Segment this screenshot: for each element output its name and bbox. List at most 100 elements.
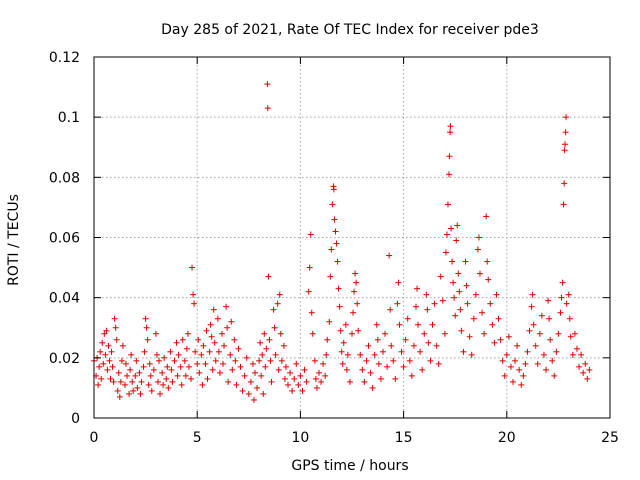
data-point <box>526 327 533 334</box>
data-point <box>563 114 570 121</box>
data-point <box>339 360 346 367</box>
data-point <box>121 381 128 388</box>
data-point <box>330 186 337 193</box>
data-point <box>448 225 455 232</box>
data-point <box>340 339 347 346</box>
data-point <box>495 315 502 322</box>
data-point <box>111 315 118 322</box>
data-point <box>441 330 448 337</box>
data-point <box>233 381 240 388</box>
data-point <box>443 231 450 238</box>
data-point <box>545 297 552 304</box>
data-point <box>555 330 562 337</box>
data-point <box>404 315 411 322</box>
data-point <box>237 363 244 370</box>
data-point <box>251 369 258 376</box>
data-point <box>189 264 196 271</box>
data-point <box>395 279 402 286</box>
data-point <box>333 240 340 247</box>
data-point <box>265 273 272 280</box>
data-point <box>264 105 271 112</box>
data-point <box>293 360 300 367</box>
data-point <box>417 348 424 355</box>
data-point <box>311 357 318 364</box>
data-point <box>276 291 283 298</box>
data-point <box>326 318 333 325</box>
data-point <box>243 354 250 361</box>
data-point <box>167 348 174 355</box>
data-point <box>337 327 344 334</box>
data-point <box>456 288 463 295</box>
data-point <box>530 321 537 328</box>
data-point <box>363 357 370 364</box>
data-point <box>264 81 271 88</box>
data-point <box>586 366 593 373</box>
y-tick-label: 0.1 <box>58 110 80 126</box>
data-point <box>543 366 550 373</box>
data-point <box>195 336 202 343</box>
data-point <box>557 309 564 316</box>
data-point <box>103 327 110 334</box>
data-point <box>174 372 181 379</box>
data-point <box>493 291 500 298</box>
data-point <box>400 363 407 370</box>
data-point <box>479 309 486 316</box>
data-point <box>522 360 529 367</box>
data-point <box>278 357 285 364</box>
data-point <box>327 273 334 280</box>
data-point <box>232 357 239 364</box>
data-point <box>367 369 374 376</box>
data-point <box>446 171 453 178</box>
data-point <box>344 351 351 358</box>
data-point <box>470 315 477 322</box>
data-point <box>214 315 221 322</box>
data-point <box>257 339 264 346</box>
data-point <box>107 375 114 382</box>
data-point <box>297 372 304 379</box>
data-point <box>453 237 460 244</box>
data-point <box>551 372 558 379</box>
data-point <box>352 270 359 277</box>
data-point <box>309 330 316 337</box>
data-point <box>132 372 139 379</box>
data-point <box>113 336 120 343</box>
data-point <box>133 357 140 364</box>
data-point <box>455 270 462 277</box>
data-point <box>460 348 467 355</box>
x-tick-label: 25 <box>601 430 619 446</box>
data-point <box>371 351 378 358</box>
data-point <box>571 330 578 337</box>
data-point <box>215 348 222 355</box>
data-point <box>374 336 381 343</box>
data-point <box>231 336 238 343</box>
data-point <box>487 300 494 307</box>
x-tick-label: 10 <box>291 430 309 446</box>
data-point <box>562 141 569 148</box>
data-point <box>261 330 268 337</box>
x-tick-label: 0 <box>90 430 99 446</box>
data-point <box>281 375 288 382</box>
data-point <box>130 387 137 394</box>
data-point <box>239 387 246 394</box>
data-point <box>173 339 180 346</box>
data-point <box>342 321 349 328</box>
data-point <box>223 303 230 310</box>
data-point <box>291 375 298 382</box>
data-point <box>147 372 154 379</box>
data-point <box>351 288 358 295</box>
data-point <box>447 129 454 136</box>
data-point <box>518 381 525 388</box>
data-point <box>142 315 149 322</box>
data-point <box>355 327 362 334</box>
data-point <box>328 246 335 253</box>
data-point <box>464 300 471 307</box>
data-point <box>221 342 228 349</box>
data-point <box>332 228 339 235</box>
data-point <box>408 372 415 379</box>
data-point <box>267 357 274 364</box>
data-point <box>303 378 310 385</box>
data-point <box>245 390 252 397</box>
data-point <box>534 360 541 367</box>
data-point <box>384 363 391 370</box>
data-point <box>388 342 395 349</box>
